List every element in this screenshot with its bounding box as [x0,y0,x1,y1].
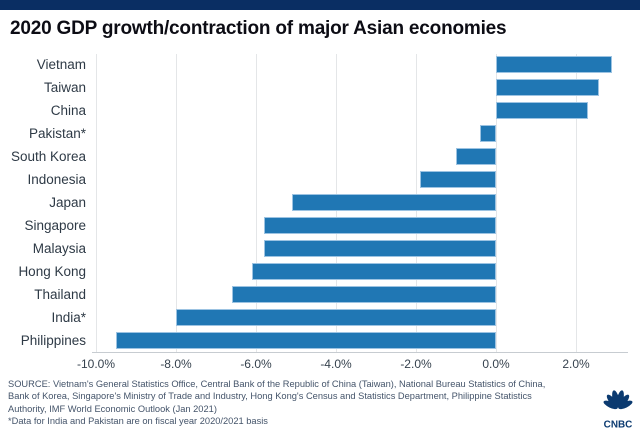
bar-malaysia [264,240,496,258]
x-tick-label: -10.0% [76,357,116,371]
x-tick-label: -4.0% [320,357,352,371]
x-tick-label: -2.0% [400,357,432,371]
bar-indonesia [420,170,496,188]
chart-title: 2020 GDP growth/contraction of major Asi… [10,18,507,39]
category-label: Philippines [20,333,86,349]
x-tick-label: 2.0% [562,357,590,371]
category-label: Singapore [24,217,86,233]
bar-pakistan [480,124,496,142]
bar-philippines [116,332,496,350]
category-label: Japan [49,194,86,210]
x-tick-label: 0.0% [482,357,510,371]
category-label: China [50,102,86,118]
gridline [575,54,577,352]
cnbc-logo: CNBC [599,386,637,431]
bar-vietnam [496,55,612,73]
category-label: Indonesia [27,171,86,187]
bar-south-korea [456,147,496,165]
x-tick-label: -8.0% [160,357,192,371]
category-label: Thailand [34,287,86,303]
gridline [495,54,497,352]
category-label: Vietnam [36,56,86,72]
source-line: Authority, IMF World Economic Outlook (J… [8,403,217,414]
category-label: Taiwan [43,79,86,95]
source-line: Bank of Korea, Singapore's Ministry of T… [8,391,532,402]
bar-taiwan [496,78,600,96]
category-label: Hong Kong [18,264,86,280]
source-line: SOURCE: Vietnam's General Statistics Off… [8,379,546,389]
bar-hong-kong [252,263,496,281]
cnbc-peacock-icon: CNBC [603,390,633,431]
cnbc-logo-text: CNBC [604,420,633,431]
bar-thailand [232,286,496,304]
category-label: Pakistan* [28,125,86,141]
source-footnote: SOURCE: Vietnam's General Statistics Off… [8,378,598,428]
category-label: Malaysia [32,241,86,257]
bar-india [176,309,496,327]
bar-singapore [264,216,496,234]
category-label: India* [51,310,86,326]
bar-china [496,101,588,119]
bar-japan [292,193,496,211]
x-tick-label: -6.0% [240,357,272,371]
x-axis-line [92,352,628,353]
gridline [255,54,257,352]
top-accent-bar [0,0,640,10]
gridline [175,54,177,352]
gridline [95,54,97,352]
fiscal-year-note: *Data for India and Pakistan are on fisc… [8,416,268,427]
category-label: South Korea [10,148,86,164]
